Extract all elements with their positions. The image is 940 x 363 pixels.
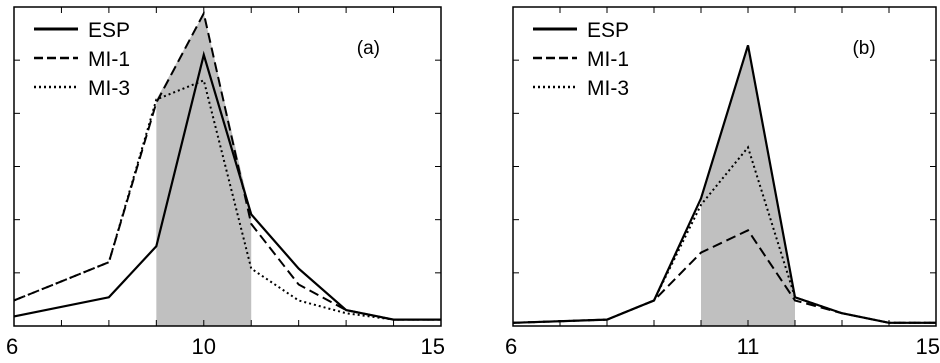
shaded-region [156,13,252,326]
series-line-esp [13,50,441,321]
panel-label: (b) [852,38,875,59]
x-tick-label: 15 [916,334,940,359]
chart-panel-0: 6 10 15 (a) ESP MI-1 MI-3 [6,6,445,359]
chart-panel-1: 6 11 15 (b) ESP MI-1 MI-3 [505,6,940,359]
x-tick-label: 6 [505,334,517,359]
x-tick-label: 10 [192,334,216,359]
legend-label-esp: ESP [587,19,629,42]
legend-label-mi-3: MI-3 [587,77,629,100]
legend-label-mi-3: MI-3 [88,77,130,100]
shaded-region [701,45,795,326]
series-line-mi-1 [13,10,441,321]
legend-label-esp: ESP [88,19,130,42]
panel-label: (a) [357,38,380,59]
x-tick-label: 6 [6,334,18,359]
x-tick-label: 15 [421,334,445,359]
series-line-mi-3 [512,145,936,324]
x-tick-label: 11 [737,334,760,359]
legend-label-mi-1: MI-1 [88,48,130,71]
legend-label-mi-1: MI-1 [587,48,629,71]
series-line-mi-3 [13,79,441,321]
